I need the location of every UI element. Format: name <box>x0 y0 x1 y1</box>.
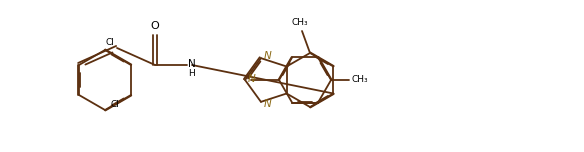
Text: N: N <box>264 51 272 61</box>
Text: CH₃: CH₃ <box>291 18 308 27</box>
Text: Cl: Cl <box>110 100 119 109</box>
Text: N: N <box>188 59 196 69</box>
Text: N: N <box>248 74 256 84</box>
Text: O: O <box>151 21 159 31</box>
Text: Cl: Cl <box>106 38 115 47</box>
Text: CH₃: CH₃ <box>351 76 368 85</box>
Text: H: H <box>188 69 195 78</box>
Text: N: N <box>264 99 272 109</box>
